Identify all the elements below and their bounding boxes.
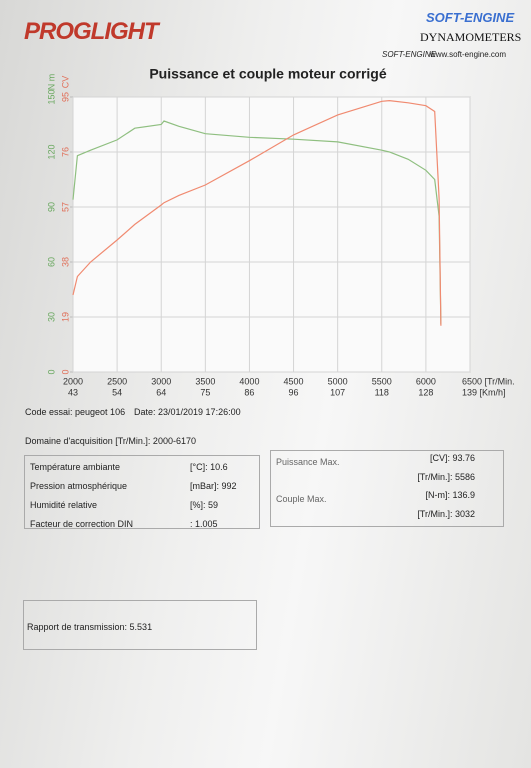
series-line <box>72 99 442 326</box>
x-speed-label: 139 [Km/h] <box>462 387 506 397</box>
y2-tick-label: 76 <box>60 147 70 157</box>
x-tick-label: 6500 [Tr/Min. <box>462 376 515 386</box>
condition-label: Humidité relative <box>30 500 98 510</box>
condition-value: [%]: 59 <box>190 500 219 510</box>
x-tick-label: 6000 <box>416 376 436 386</box>
x-speed-label: 43 <box>68 387 78 397</box>
x-speed-label: 75 <box>200 387 210 397</box>
test-range: Domaine d'acquisition [Tr/Min.]: 2000-61… <box>25 436 196 446</box>
x-speed-label: 128 <box>418 387 433 397</box>
y-tick-label: 0 <box>46 369 56 374</box>
results-box <box>270 450 504 527</box>
x-tick-label: 3500 <box>195 376 215 386</box>
conditions-box <box>24 455 260 529</box>
y2-tick-label: 0 <box>60 369 70 374</box>
transmission-box <box>23 600 257 650</box>
series-line <box>72 120 442 325</box>
x-speed-label: 96 <box>289 387 299 397</box>
test-date: Date: 23/01/2019 17:26:00 <box>134 407 241 417</box>
power-label: Puissance Max. <box>276 457 340 467</box>
chart: Puissance et couple moteur corrigé N m C… <box>46 66 515 398</box>
y2-tick-label: 57 <box>60 202 70 212</box>
y-tick-label: 60 <box>46 257 56 267</box>
x-speed-label: 64 <box>156 387 166 397</box>
chart-title: Puissance et couple moteur corrigé <box>149 66 387 82</box>
y2-tick-label: 38 <box>60 257 70 267</box>
y-axis-title: N m <box>46 74 56 91</box>
condition-value: : 1.005 <box>190 519 218 529</box>
y-tick-label: 150 <box>46 89 56 104</box>
y-tick-label: 90 <box>46 202 56 212</box>
brand: SOFT-ENGINE <box>426 10 515 25</box>
condition-label: Facteur de correction DIN <box>30 519 134 529</box>
x-tick-label: 5000 <box>328 376 348 386</box>
y2-axis-title: CV <box>60 76 70 89</box>
brand-sub: DYNAMOMETERS <box>420 30 522 44</box>
power-value: [CV]: 93.76 <box>429 453 475 463</box>
condition-value: [mBar]: 992 <box>190 481 237 491</box>
condition-label: Température ambiante <box>30 462 121 472</box>
y-tick-label: 30 <box>46 312 56 322</box>
x-speed-label: 86 <box>244 387 254 397</box>
y2-tick-label: 95 <box>60 92 70 102</box>
x-tick-label: 5500 <box>372 376 392 386</box>
x-tick-label: 3000 <box>151 376 171 386</box>
condition-label: Pression atmosphérique <box>30 481 128 491</box>
y-tick-label: 120 <box>46 144 56 159</box>
website: www.soft-engine.com <box>430 50 507 59</box>
test-code: Code essai: peugeot 106 <box>25 407 126 417</box>
power-rpm: [Tr/Min.]: 5586 <box>417 472 475 482</box>
y2-tick-label: 19 <box>60 312 70 322</box>
x-tick-label: 2500 <box>107 376 127 386</box>
x-speed-label: 54 <box>112 387 122 397</box>
torque-rpm: [Tr/Min.]: 3032 <box>417 509 475 519</box>
x-tick-label: 2000 <box>63 376 83 386</box>
x-tick-label: 4000 <box>239 376 259 386</box>
logo: PROGLIGHT <box>24 18 159 45</box>
brand-small: SOFT-ENGINE <box>382 50 436 59</box>
torque-label: Couple Max. <box>276 494 327 504</box>
x-speed-label: 118 <box>375 387 389 397</box>
condition-value: [°C]: 10.6 <box>190 462 228 472</box>
x-speed-label: 107 <box>330 387 345 397</box>
torque-value: [N-m]: 136.9 <box>425 490 475 500</box>
transmission: Rapport de transmission: 5.531 <box>27 622 153 632</box>
x-tick-label: 4500 <box>284 376 304 386</box>
